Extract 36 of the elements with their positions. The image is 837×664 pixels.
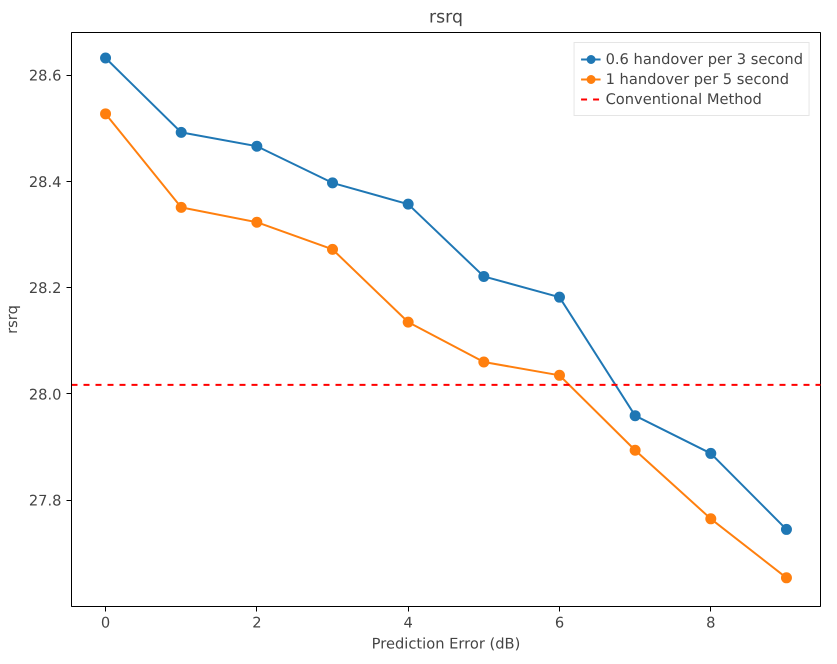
x-tick-label: 2 xyxy=(252,614,262,632)
legend-label: Conventional Method xyxy=(606,90,762,108)
x-axis-title: Prediction Error (dB) xyxy=(372,636,520,652)
point xyxy=(478,356,490,368)
x-tick-label: 6 xyxy=(554,614,564,632)
chart-title: rsrq xyxy=(429,8,463,28)
point xyxy=(100,52,112,64)
legend-label: 0.6 handover per 3 second xyxy=(606,50,803,68)
point xyxy=(251,216,262,228)
point xyxy=(630,444,641,456)
point xyxy=(176,126,187,138)
y-tick-label: 28.2 xyxy=(28,280,62,298)
legend-label: 1 handover per 5 second xyxy=(606,70,790,88)
y-axis-title: rsrq xyxy=(4,305,21,334)
point xyxy=(251,140,262,152)
point xyxy=(780,524,792,535)
point xyxy=(630,410,641,422)
x-tick-label: 8 xyxy=(706,614,716,632)
point xyxy=(402,316,414,328)
y-tick-label: 28.4 xyxy=(28,174,62,191)
point xyxy=(554,370,565,381)
point xyxy=(100,108,112,120)
y-tick-label: 27.8 xyxy=(28,492,62,510)
point xyxy=(402,198,414,210)
point xyxy=(780,572,792,584)
point xyxy=(478,270,490,282)
y-tick-label: 28.6 xyxy=(28,68,62,85)
point xyxy=(176,202,187,213)
point xyxy=(705,513,716,524)
point xyxy=(554,292,565,303)
x-tick-label: 0 xyxy=(100,614,110,632)
x-tick-label: 4 xyxy=(404,614,413,632)
y-tick-label: 28.0 xyxy=(28,386,62,404)
point xyxy=(327,177,338,188)
point xyxy=(327,244,338,255)
point xyxy=(705,448,716,459)
